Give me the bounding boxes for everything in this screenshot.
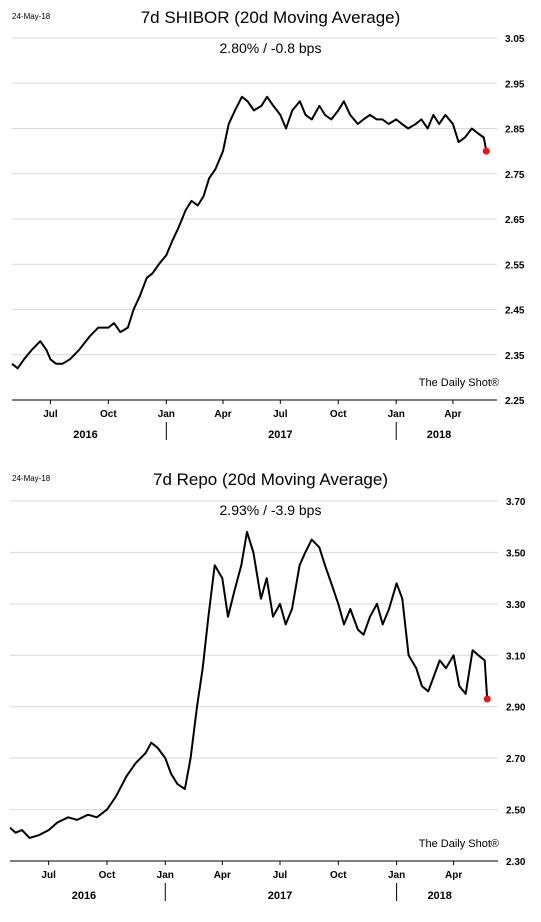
x-tick-label: Jan [158,409,175,420]
x-tick-label: Jul [273,870,288,881]
y-tick-label: 2.95 [505,79,525,90]
year-label: 2018 [427,890,451,902]
chart-credit: The Daily Shot® [418,377,499,389]
y-tick-label: 2.50 [506,806,526,817]
y-tick-label: 2.75 [505,170,525,181]
y-tick-label: 2.45 [505,306,525,317]
y-tick-label: 2.70 [506,754,526,765]
x-tick-label: Apr [444,409,461,420]
x-tick-label: Oct [100,409,117,420]
shibor-chart-panel: 24-May-18 7d SHIBOR (20d Moving Average)… [0,0,541,460]
y-tick-label: 2.65 [505,215,525,226]
y-tick-label: 2.35 [505,351,525,362]
y-tick-label: 2.85 [505,125,525,136]
y-tick-label: 2.30 [506,857,526,868]
repo-line-chart: 3.70 3.50 3.30 3.10 2.90 2.70 2.50 2.30 Jul Oct Ja… [9,497,526,902]
x-tick-label: Jan [157,870,174,881]
x-tick-label: Oct [330,409,347,420]
x-tick-label: Jul [43,409,58,420]
year-label: 2017 [268,429,292,441]
year-label: 2016 [72,890,96,902]
x-tick-label: Apr [214,870,231,881]
y-tick-label: 3.10 [506,651,526,662]
x-tick-label: Jan [388,870,405,881]
y-tick-label: 3.05 [505,34,525,45]
x-tick-label: Apr [445,870,462,881]
x-tick-label: Apr [214,409,231,420]
x-tick-label: Jul [273,409,288,420]
series-line [9,530,489,839]
y-tick-label: 2.90 [506,703,526,714]
chart-date: 24-May-18 [12,12,51,21]
x-tick-label: Oct [330,870,347,881]
year-label: 2018 [427,429,451,441]
x-tick-label: Jan [388,409,405,420]
endpoint-marker [482,147,490,155]
series-line [11,95,488,370]
y-tick-label: 2.55 [505,260,525,271]
repo-chart-panel: 24-May-18 7d Repo (20d Moving Average) 2… [0,462,541,922]
y-tick-label: 3.70 [506,497,526,508]
y-tick-label: 3.50 [506,548,526,559]
endpoint-marker [483,695,491,703]
x-tick-label: Oct [99,870,116,881]
year-label: 2016 [73,429,97,441]
chart-credit: The Daily Shot® [418,838,499,850]
year-label: 2017 [268,890,292,902]
chart-summary: 2.93% / -3.9 bps [219,502,322,518]
x-tick-label: Jul [41,870,56,881]
chart-summary: 2.80% / -0.8 bps [219,40,322,56]
shibor-line-chart: 3.05 2.95 2.85 2.75 2.65 2.55 2.45 2.35 2.25 Jul O… [11,34,525,441]
y-tick-label: 2.25 [505,396,525,407]
chart-date: 24-May-18 [12,474,51,483]
chart-title: 7d Repo (20d Moving Average) [152,470,388,489]
y-tick-label: 3.30 [506,600,526,611]
chart-title: 7d SHIBOR (20d Moving Average) [140,8,401,27]
